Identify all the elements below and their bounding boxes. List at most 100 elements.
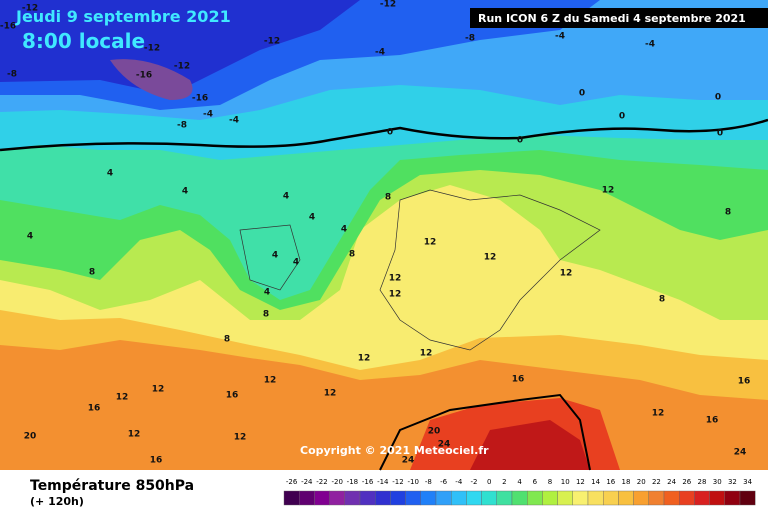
scale-swatch <box>603 490 619 506</box>
scale-label: -24 <box>301 478 313 486</box>
contour-label: 4 <box>341 225 347 235</box>
contour-label: -8 <box>465 34 475 44</box>
contour-label: -4 <box>375 48 385 58</box>
contour-label: -16 <box>0 22 16 32</box>
contour-label: 8 <box>263 310 269 320</box>
scale-swatch <box>359 490 376 506</box>
contour-label: -16 <box>136 71 152 81</box>
contour-label: -8 <box>7 70 17 80</box>
scale-swatch <box>572 490 589 506</box>
scale-label: -4 <box>455 478 463 486</box>
scale-label: -18 <box>347 478 358 486</box>
contour-label: 12 <box>389 290 402 300</box>
contour-label: 4 <box>272 251 278 261</box>
contour-label: 24 <box>438 440 451 450</box>
contour-label: 8 <box>659 295 665 305</box>
scale-swatch <box>679 490 695 506</box>
contour-label: 12 <box>264 376 277 386</box>
scale-swatch <box>420 490 437 506</box>
contour-label: 0 <box>387 128 393 138</box>
scale-swatch <box>663 490 680 506</box>
scale-swatch <box>618 490 634 506</box>
scale-label: 12 <box>576 478 585 486</box>
scale-label: 22 <box>652 478 661 486</box>
scale-label: 4 <box>517 478 522 486</box>
scale-label: -12 <box>392 478 403 486</box>
scale-label: 32 <box>728 478 737 486</box>
scale-label: 8 <box>548 478 552 486</box>
scale-swatch <box>739 490 756 506</box>
scale-swatch <box>451 490 467 506</box>
contour-label: 4 <box>293 258 299 268</box>
contour-label: 8 <box>89 268 95 278</box>
footer-title: Température 850hPa <box>30 478 194 494</box>
forecast-time: 8:00 locale <box>22 29 145 53</box>
scale-swatch <box>481 490 498 506</box>
scale-label: -10 <box>407 478 418 486</box>
scale-label: -8 <box>425 478 432 486</box>
contour-label: 12 <box>128 430 141 440</box>
contour-label: 16 <box>150 456 163 466</box>
contour-label: -16 <box>192 94 208 104</box>
scale-label: -14 <box>377 478 389 486</box>
contour-label: 0 <box>717 129 723 139</box>
scale-swatch <box>633 490 649 506</box>
scale-swatch <box>496 490 513 506</box>
contour-label: 0 <box>517 136 523 146</box>
scale-swatch <box>299 490 315 506</box>
scale-swatch <box>375 490 391 506</box>
scale-swatch <box>648 490 665 506</box>
contour-label: -12 <box>22 4 38 14</box>
scale-swatch <box>527 490 543 506</box>
contour-label: 20 <box>428 427 441 437</box>
scale-label: -2 <box>471 478 478 486</box>
scale-swatch <box>542 490 558 506</box>
contour-label: 16 <box>512 375 525 385</box>
scale-label: 10 <box>561 478 570 486</box>
contour-label: 16 <box>88 404 101 414</box>
contour-label: -12 <box>174 62 190 72</box>
contour-label: 12 <box>484 253 497 263</box>
scale-label: 14 <box>591 478 600 486</box>
scale-swatch <box>694 490 710 506</box>
scale-swatch <box>344 490 361 506</box>
contour-label: 12 <box>602 186 615 196</box>
scale-swatch <box>405 490 422 506</box>
color-scale: -26 -24 -22 -20 -18 -16 -14 -12 -10 -8 -6 -4 -2 0 2 4 6 8… <box>283 478 756 506</box>
copyright: Copyright © 2021 Meteociel.fr <box>300 444 489 457</box>
contour-label: 8 <box>349 250 355 260</box>
contour-label: -12 <box>144 44 160 54</box>
contour-label: 8 <box>224 335 230 345</box>
contour-label: 16 <box>738 377 751 387</box>
contour-label: 0 <box>579 89 585 99</box>
contour-label: 4 <box>27 232 33 242</box>
contour-label: 12 <box>389 274 402 284</box>
contour-label: 4 <box>182 187 188 197</box>
contour-label: 24 <box>402 456 415 466</box>
scale-label: 18 <box>622 478 631 486</box>
contour-label: 8 <box>385 193 391 203</box>
scale-swatch <box>724 490 741 506</box>
contour-label: 8 <box>725 208 731 218</box>
scale-label: -20 <box>331 478 342 486</box>
scale-label: -6 <box>440 478 448 486</box>
contour-label: 16 <box>706 416 719 426</box>
scale-label: 26 <box>682 478 691 486</box>
contour-label: 12 <box>420 349 433 359</box>
scale-swatch <box>511 490 528 506</box>
contour-label: 24 <box>734 448 747 458</box>
contour-label: 0 <box>619 112 625 122</box>
contour-label: 4 <box>264 288 270 298</box>
scale-swatch <box>283 490 300 506</box>
scale-label: 30 <box>713 478 722 486</box>
contour-label: 12 <box>424 238 437 248</box>
scale-swatch <box>329 490 346 506</box>
contour-label: 4 <box>107 169 113 179</box>
contour-label: 12 <box>560 269 573 279</box>
contour-label: 12 <box>324 389 337 399</box>
map-field <box>0 0 768 471</box>
contour-label: 12 <box>234 433 247 443</box>
scale-label: 2 <box>502 478 506 486</box>
contour-label: 4 <box>309 213 315 223</box>
